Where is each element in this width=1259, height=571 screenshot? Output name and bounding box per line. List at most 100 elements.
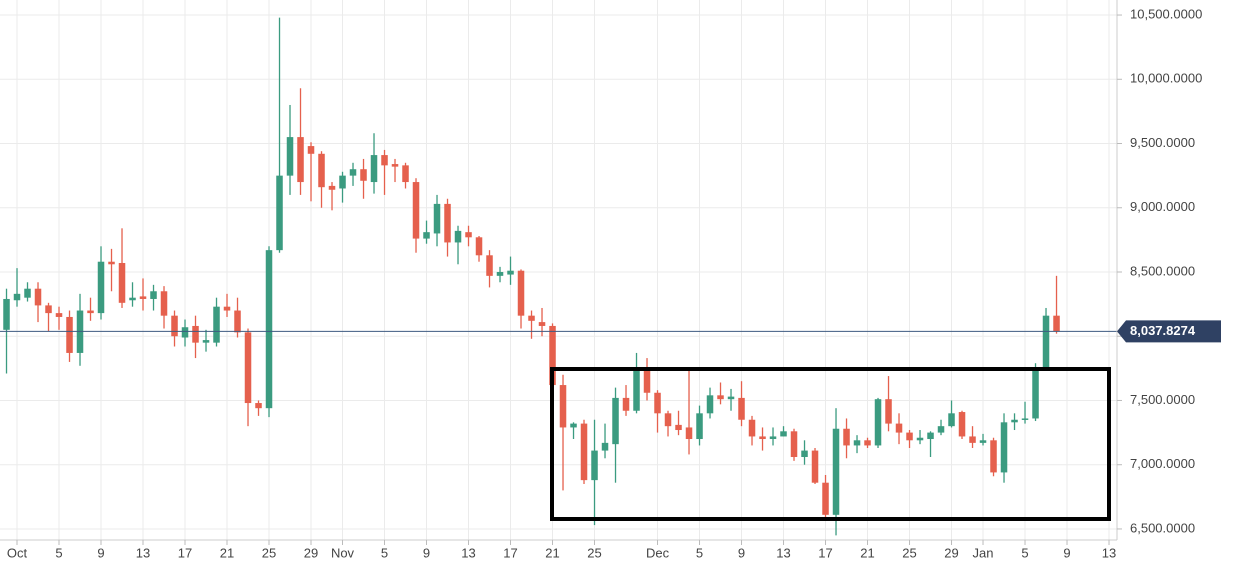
x-tick-label: 17: [178, 545, 192, 560]
candle-body: [97, 261, 105, 314]
y-tick-label: 10,500.0000: [1130, 6, 1202, 21]
x-tick-label: 25: [587, 545, 601, 560]
y-tick-label: 10,000.0000: [1130, 71, 1202, 86]
candle-body: [433, 203, 441, 234]
candle-body: [234, 310, 241, 333]
candle-body: [717, 395, 724, 400]
last-price-tag: [1117, 320, 1221, 343]
candle-body: [927, 432, 934, 440]
candle-body: [843, 428, 850, 446]
candle-body: [307, 146, 315, 154]
candle-body: [454, 230, 462, 243]
candle-body: [559, 385, 567, 428]
candle-body: [1042, 315, 1050, 368]
candle-body: [286, 137, 294, 176]
candle-body: [507, 270, 514, 275]
x-tick-label: 5: [55, 545, 62, 560]
x-tick-label: 5: [696, 545, 703, 560]
candle-body: [1032, 367, 1039, 419]
x-tick-label: 9: [1063, 545, 1070, 560]
candle-body: [990, 440, 997, 473]
candle-body: [769, 436, 777, 440]
candle-body: [496, 271, 504, 276]
candle-body: [423, 232, 430, 239]
x-tick-label: 5: [1021, 545, 1028, 560]
x-tick-label: Dec: [646, 545, 670, 560]
candle-body: [696, 413, 703, 440]
candle-body: [3, 298, 10, 330]
candle-body: [192, 325, 199, 343]
candle-body: [486, 255, 493, 276]
candle-body: [811, 450, 819, 483]
candle-body: [34, 288, 42, 306]
x-tick-label: 5: [381, 545, 388, 560]
candle-body: [1053, 315, 1060, 332]
candle-body: [202, 340, 210, 343]
x-tick-label: 9: [423, 545, 430, 560]
candle-body: [150, 291, 157, 299]
candle-body: [969, 436, 976, 443]
x-tick-label: 21: [220, 545, 234, 560]
x-tick-label: 13: [776, 545, 790, 560]
candle-body: [276, 175, 283, 251]
candle-body: [45, 305, 52, 314]
candle-body: [864, 440, 871, 446]
candle-body: [24, 288, 31, 298]
candle-body: [853, 440, 861, 446]
candle-body: [748, 419, 756, 437]
candle-body: [391, 164, 399, 167]
candle-body: [265, 250, 273, 409]
candle-body: [622, 397, 630, 411]
candle-body: [549, 325, 556, 386]
candle-body: [822, 482, 829, 515]
candle-body: [370, 155, 378, 183]
candle-body: [475, 237, 483, 256]
x-tick-label: 21: [545, 545, 559, 560]
x-tick-label: 17: [503, 545, 517, 560]
candle-body: [528, 315, 535, 321]
candle-body: [412, 182, 420, 239]
x-tick-label: Oct: [7, 545, 28, 560]
y-tick-label: 7,500.0000: [1130, 392, 1195, 407]
y-tick-label: 9,500.0000: [1130, 135, 1195, 150]
candle-body: [444, 203, 451, 243]
candle-body: [801, 450, 808, 458]
x-tick-label: 13: [1102, 545, 1116, 560]
candle-body: [55, 313, 63, 317]
candle-body: [958, 412, 966, 437]
candle-body: [874, 399, 882, 446]
y-tick-label: 8,500.0000: [1130, 263, 1195, 278]
candle-body: [570, 423, 577, 428]
candle-body: [1011, 419, 1018, 423]
y-tick-label: 9,000.0000: [1130, 199, 1195, 214]
x-tick-label: 21: [860, 545, 874, 560]
candle-body: [255, 403, 262, 409]
candle-body: [664, 413, 672, 427]
x-tick-label: Nov: [331, 545, 355, 560]
candle-body: [675, 424, 682, 431]
candle-body: [643, 370, 651, 393]
candle-body: [685, 427, 693, 440]
candle-body: [244, 332, 252, 404]
candle-body: [108, 261, 115, 265]
candle-body: [360, 169, 367, 181]
candle-body: [139, 296, 147, 299]
candle-body: [297, 137, 304, 183]
x-tick-label: 25: [902, 545, 916, 560]
candle-body: [916, 437, 924, 441]
candle-body: [738, 397, 745, 420]
candles: [0, 17, 1117, 536]
candle-body: [895, 423, 903, 433]
candle-body: [591, 450, 598, 481]
candle-body: [612, 397, 619, 445]
last-price-label: 8,037.8274: [1130, 323, 1196, 338]
candle-body: [906, 432, 913, 441]
candle-body: [1021, 418, 1029, 420]
candle-body: [538, 322, 546, 326]
candle-body: [580, 423, 588, 481]
candle-body: [181, 327, 189, 338]
candle-body: [160, 291, 168, 316]
x-tick-label: 13: [136, 545, 150, 560]
candle-body: [727, 396, 735, 400]
